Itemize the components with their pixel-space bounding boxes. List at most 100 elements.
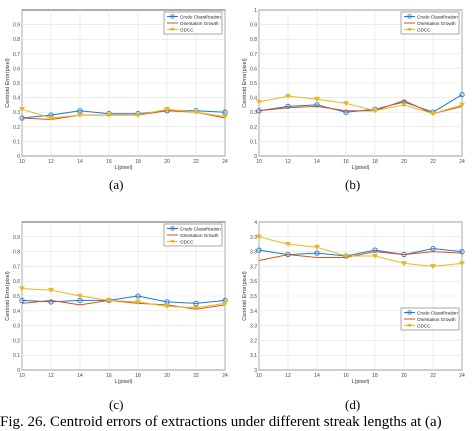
x-tick-label: 20 [164, 373, 170, 379]
data-point [371, 253, 379, 259]
data-point [400, 102, 408, 108]
data-point [18, 286, 26, 292]
y-tick-label: 3.4 [250, 309, 257, 315]
x-tick-label: 10 [19, 373, 25, 379]
figure-caption: Fig. 26. Centroid errors of extractions … [0, 414, 442, 430]
data-point [430, 245, 436, 252]
data-point [134, 112, 142, 119]
legend-label: ODCC [417, 27, 431, 32]
series-line-1 [258, 251, 463, 261]
data-point [459, 248, 465, 255]
y-tick-label: 0.4 [13, 96, 20, 102]
x-tick-label: 12 [48, 373, 54, 379]
data-point [221, 114, 229, 120]
x-tick-label: 20 [401, 373, 407, 379]
x-tick-label: 22 [430, 159, 436, 165]
data-point [371, 108, 379, 114]
y-tick-label: 0.2 [13, 125, 20, 131]
legend-marker [170, 27, 175, 32]
y-tick-label: 0.2 [250, 125, 257, 131]
y-tick-label: 0.8 [250, 37, 257, 43]
y-tick-label: 3.2 [250, 338, 257, 344]
series-line-2 [258, 236, 463, 267]
x-tick-label: 14 [314, 159, 320, 165]
y-tick-label: 0.6 [250, 66, 257, 72]
legend-box [163, 11, 223, 35]
data-point [458, 102, 466, 108]
y-tick-label: 0.4 [250, 96, 257, 102]
legend-label: Orientation Growth [180, 21, 219, 26]
y-tick-label: 3 [254, 368, 257, 374]
legend-marker [407, 27, 412, 32]
x-tick-label: 10 [256, 159, 262, 165]
y-tick-label: 0.1 [13, 353, 20, 359]
y-tick-label: 0.6 [13, 279, 20, 285]
y-axis-label: Centroid Error(pixel) [242, 271, 248, 321]
data-point [76, 293, 84, 299]
data-point [192, 305, 200, 311]
legend-box [400, 307, 460, 331]
x-tick-label: 24 [222, 373, 228, 379]
y-axis-label: Centroid Error(pixel) [5, 271, 11, 321]
y-tick-label: 0.3 [13, 110, 20, 116]
data-point [48, 299, 54, 305]
legend-marker [170, 226, 175, 231]
legend-label: Crude Classification [180, 226, 221, 231]
x-tick-label: 22 [193, 373, 199, 379]
data-point [400, 261, 408, 267]
x-tick-label: 18 [372, 159, 378, 165]
data-point [163, 107, 171, 113]
data-point [429, 111, 437, 117]
x-axis-label: L(pixel) [114, 379, 132, 384]
x-tick-label: 12 [285, 159, 291, 165]
data-point [221, 301, 229, 307]
y-tick-label: 0.5 [13, 294, 20, 300]
legend-label: ODCC [417, 323, 431, 328]
x-tick-label: 12 [48, 159, 54, 165]
y-tick-label: 0.7 [13, 264, 20, 270]
y-tick-label: 0.1 [13, 139, 20, 145]
data-point [342, 101, 350, 107]
y-tick-label: 1 [254, 8, 257, 14]
y-tick-label: 0 [17, 154, 20, 160]
y-tick-label: 3.7 [250, 264, 257, 270]
series-line-2 [21, 288, 226, 309]
subfigure-label-b: (b) [345, 177, 361, 192]
data-point [47, 287, 55, 293]
y-tick-label: 0.2 [13, 338, 20, 344]
legend-label: Orientation Growth [180, 233, 219, 238]
y-tick-label: 0 [254, 154, 257, 160]
x-tick-label: 10 [19, 159, 25, 165]
x-tick-label: 14 [77, 159, 83, 165]
data-point [18, 107, 26, 113]
series-line-0 [21, 110, 226, 119]
data-point [256, 247, 262, 253]
data-point [163, 304, 171, 310]
data-point [459, 92, 465, 98]
data-point [47, 115, 55, 121]
legend-marker [407, 310, 412, 315]
chart-d: 3 3.1 3.2 3.3 3.4 3.5 3.6 3.7 3.8 3.9 4 10 12 14 16 18 2… [242, 220, 466, 384]
x-tick-label: 18 [135, 159, 141, 165]
data-point [372, 247, 378, 253]
y-tick-label: 4 [254, 220, 257, 226]
y-tick-label: 0.9 [13, 235, 20, 241]
x-tick-label: 12 [285, 373, 291, 379]
y-tick-label: 3.3 [250, 324, 257, 330]
data-point [314, 102, 320, 108]
y-axis-label: Centroid Error(pixel) [5, 58, 11, 108]
x-tick-label: 14 [77, 373, 83, 379]
y-tick-label: 3.9 [250, 235, 257, 241]
legend-box [163, 223, 223, 247]
y-tick-label: 3.6 [250, 279, 257, 285]
x-tick-label: 20 [401, 159, 407, 165]
data-point [313, 244, 321, 251]
subfigure-label-a: (a) [109, 177, 124, 192]
y-axis-label: Centroid Error(pixel) [242, 58, 248, 108]
y-tick-label: 0.8 [13, 37, 20, 43]
y-tick-label: 0.9 [13, 23, 20, 29]
x-tick-label: 18 [135, 373, 141, 379]
y-tick-label: 3.5 [250, 294, 257, 300]
legend-marker [407, 323, 412, 328]
series-line-2 [258, 95, 463, 115]
